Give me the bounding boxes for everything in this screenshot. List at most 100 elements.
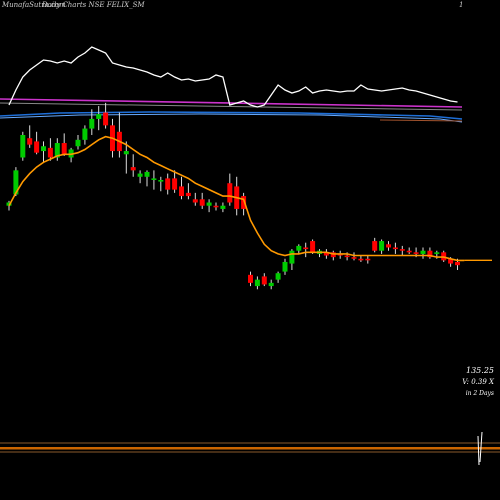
candle-19 (130, 154, 136, 177)
candle-body (303, 247, 309, 250)
candle-47 (323, 249, 329, 259)
candle-body (372, 241, 378, 251)
candle-28 (192, 192, 198, 206)
candle-27 (185, 183, 191, 200)
candle-23 (158, 176, 164, 192)
candle-body (310, 241, 316, 253)
candle-body (13, 170, 19, 195)
candle-body (289, 250, 295, 264)
candle-20 (137, 170, 143, 184)
candle-body (448, 258, 454, 264)
candle-body (151, 178, 157, 180)
candle-24 (165, 173, 171, 195)
candle-body (54, 143, 60, 158)
candle-3 (20, 131, 26, 161)
candle-51 (351, 252, 357, 261)
candle-36 (248, 271, 253, 287)
candle-37 (254, 276, 260, 290)
ma-line-blue (0, 111, 463, 120)
candle-body (241, 196, 247, 209)
volume-band-bar (0, 447, 500, 450)
candle-body (96, 114, 102, 119)
candle-body (434, 252, 440, 254)
candle-49 (337, 250, 343, 259)
candle-9 (61, 133, 67, 156)
candle-body (185, 192, 191, 197)
candle-62 (427, 247, 433, 259)
candle-body (213, 205, 219, 208)
candle-43 (296, 244, 302, 254)
candle-body (227, 183, 233, 203)
ema-line (8, 135, 465, 262)
candle-body (296, 245, 302, 251)
candle-44 (303, 242, 309, 258)
candle-body (89, 118, 95, 129)
candle-body (275, 273, 281, 280)
candle-body (399, 249, 405, 251)
candle-body (179, 186, 184, 197)
oscillator-line (8, 46, 458, 108)
candle-body (41, 146, 46, 152)
candle-54 (372, 237, 378, 253)
ma-line-light-blue (0, 113, 463, 123)
volume-spike-2 (479, 431, 483, 463)
candle-body (254, 279, 260, 287)
candle-26 (179, 176, 184, 200)
candle-8 (54, 138, 60, 161)
candle-11 (75, 135, 81, 150)
candle-body (261, 276, 267, 285)
candle-13 (89, 109, 95, 135)
candle-56 (386, 241, 391, 251)
candle-body (413, 252, 419, 254)
candle-body (47, 147, 53, 158)
ma-line-brown (379, 119, 463, 122)
candle-body (172, 178, 178, 190)
candle-48 (330, 250, 336, 261)
candle-body (392, 247, 398, 250)
candle-body (337, 253, 343, 256)
candle-body (344, 255, 350, 258)
candle-55 (379, 239, 385, 254)
candle-53 (365, 255, 371, 264)
candle-5 (34, 131, 40, 155)
ema-line-group (8, 135, 492, 262)
candle-22 (151, 170, 157, 190)
candle-40 (275, 271, 281, 283)
candle-14 (96, 106, 102, 131)
candle-body (34, 141, 40, 153)
candle-32 (220, 202, 226, 213)
candle-61 (420, 247, 426, 259)
candle-33 (227, 173, 233, 206)
volume-spike-1 (477, 435, 480, 466)
ma-line-magenta (0, 98, 463, 108)
candle-body (199, 199, 205, 206)
candle-body (379, 241, 385, 251)
candle-body (130, 167, 136, 171)
candle-4 (27, 125, 33, 148)
candle-body (82, 128, 88, 140)
candle-41 (282, 258, 288, 275)
candle-body (365, 258, 371, 261)
days-info: in 2 Days (465, 390, 494, 397)
candle-17 (116, 112, 122, 158)
candle-31 (213, 202, 219, 211)
candle-body (220, 205, 226, 209)
candle-29 (199, 192, 205, 209)
candle-58 (399, 245, 405, 256)
last-price: 135.25 (466, 366, 494, 375)
candle-39 (268, 279, 274, 290)
ma-line-grey (0, 102, 463, 111)
candle-2 (13, 167, 19, 197)
candle-body (406, 250, 412, 253)
candle-21 (144, 170, 150, 187)
candle-body (206, 202, 212, 206)
candle-body (268, 282, 274, 287)
candle-body (420, 250, 426, 254)
candle-7 (47, 138, 53, 161)
candle-body (455, 261, 460, 266)
candle-52 (358, 255, 364, 262)
candle-18 (123, 141, 129, 174)
candle-body (386, 244, 391, 248)
volume-ratio: V: 0.39 X (462, 378, 494, 386)
